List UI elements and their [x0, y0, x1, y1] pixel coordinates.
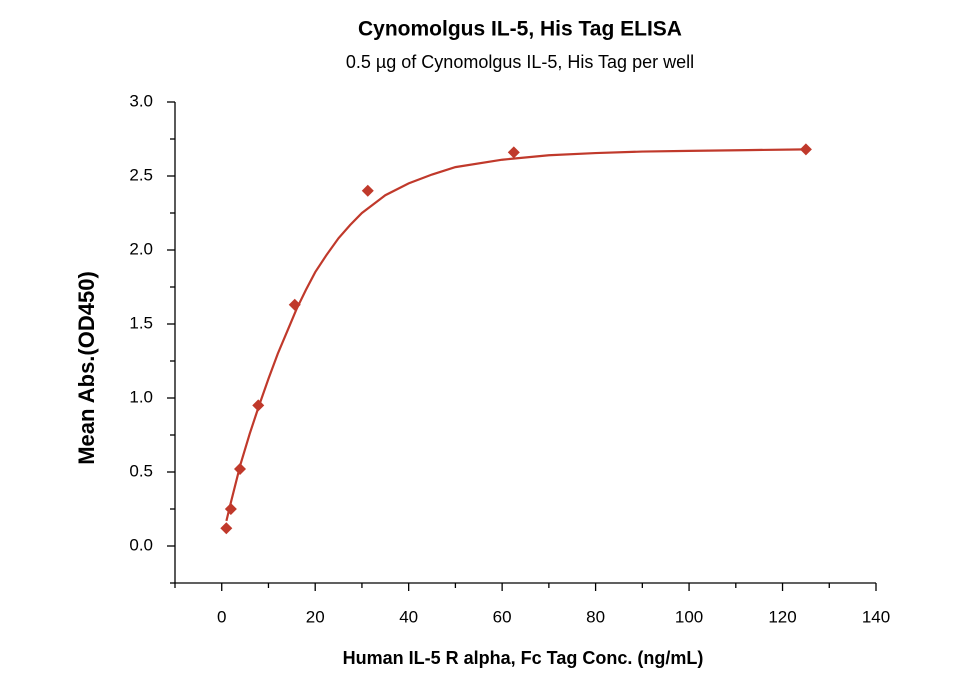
y-tick-label: 2.0 [129, 239, 153, 258]
data-point [220, 522, 233, 535]
data-point [288, 298, 301, 311]
x-tick-label: 20 [306, 607, 325, 626]
y-tick-label: 0.0 [129, 535, 153, 554]
fit-curve [225, 148, 806, 522]
data-point [799, 143, 812, 156]
x-tick-label: 40 [399, 607, 418, 626]
x-tick-label: 80 [586, 607, 605, 626]
y-tick-label: 2.5 [129, 165, 153, 184]
x-tick-label: 100 [675, 607, 703, 626]
x-axis-label: Human IL-5 R alpha, Fc Tag Conc. (ng/mL) [343, 648, 704, 668]
x-tick-label: 140 [862, 607, 890, 626]
data-point [233, 463, 246, 476]
y-tick-label: 1.5 [129, 313, 153, 332]
y-tick-label: 3.0 [129, 91, 153, 110]
x-tick-label: 120 [768, 607, 796, 626]
data-point [252, 399, 265, 412]
data-point [361, 184, 374, 197]
chart-title: Cynomolgus IL-5, His Tag ELISA [358, 18, 682, 41]
chart-subtitle: 0.5 µg of Cynomolgus IL-5, His Tag per w… [346, 52, 694, 72]
data-point [224, 503, 237, 515]
y-tick-label: 0.5 [129, 461, 153, 480]
x-tick-label: 60 [493, 607, 512, 626]
y-tick-label: 1.0 [129, 387, 153, 406]
x-tick-label: 0 [217, 607, 226, 626]
data-point [507, 146, 520, 159]
y-axis-label: Mean Abs.(OD450) [74, 271, 99, 465]
